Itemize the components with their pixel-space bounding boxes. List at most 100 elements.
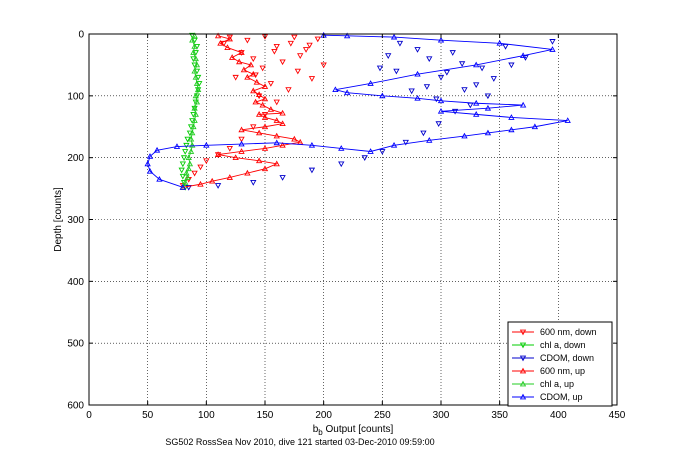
- data-point: [193, 80, 201, 86]
- data-point: [255, 111, 263, 117]
- data-point: [261, 114, 269, 120]
- data-point: [379, 92, 386, 99]
- data-point: [236, 58, 243, 65]
- data-point: [484, 93, 492, 100]
- x-tick-label: 100: [198, 410, 215, 421]
- data-point: [244, 169, 251, 176]
- data-point: [332, 86, 339, 93]
- data-point: [294, 68, 302, 75]
- y-tick-label: 0: [78, 30, 84, 41]
- data-point: [273, 139, 280, 146]
- data-point: [250, 124, 257, 131]
- data-point: [252, 72, 259, 79]
- data-point: [238, 49, 245, 55]
- data-point: [247, 61, 255, 68]
- data-point: [297, 53, 304, 59]
- legend-marker: [519, 367, 527, 374]
- data-point: [306, 42, 313, 49]
- data-point: [191, 104, 198, 111]
- x-tick-label: 250: [374, 410, 391, 421]
- y-tick-label: 300: [67, 215, 84, 226]
- data-point: [197, 180, 204, 187]
- data-point: [508, 126, 515, 133]
- data-point: [214, 32, 222, 39]
- data-point: [214, 151, 222, 157]
- data-point: [183, 142, 190, 149]
- data-point: [191, 32, 198, 39]
- legend-label: CDOM, up: [540, 392, 583, 402]
- data-point: [508, 114, 515, 120]
- data-point: [184, 136, 191, 143]
- data-point: [226, 34, 233, 41]
- data-point: [508, 62, 515, 69]
- data-point: [189, 36, 196, 43]
- data-point: [194, 86, 202, 93]
- data-point: [189, 129, 196, 136]
- data-point: [390, 33, 398, 40]
- data-point: [232, 154, 239, 161]
- data-point: [214, 183, 222, 189]
- data-point: [250, 56, 257, 63]
- data-point: [564, 117, 571, 123]
- series-6: [144, 31, 571, 190]
- legend: 600 nm, down chl a, down CDOM, down 600 nm,…: [507, 321, 613, 407]
- legend-marker: [519, 342, 527, 349]
- data-point: [279, 59, 286, 66]
- data-point: [224, 44, 231, 50]
- data-point: [180, 155, 188, 161]
- data-point: [240, 66, 248, 73]
- data-point: [273, 99, 280, 106]
- data-point: [461, 87, 468, 93]
- x-tick-label: 400: [550, 410, 567, 421]
- y-tick-label: 400: [67, 277, 84, 288]
- x-tick-label: 300: [433, 410, 450, 421]
- data-point: [259, 101, 266, 108]
- data-point: [420, 130, 427, 137]
- legend-item: CDOM, down: [512, 353, 594, 363]
- legend-label: CDOM, down: [540, 353, 594, 363]
- data-point: [203, 158, 210, 165]
- data-point: [190, 123, 197, 130]
- data-point: [217, 39, 224, 46]
- data-point: [192, 55, 199, 62]
- data-point: [182, 149, 189, 155]
- data-point: [549, 46, 556, 52]
- x-axis-label-rest: Output [counts]: [323, 424, 394, 435]
- data-point: [191, 43, 198, 49]
- data-point: [191, 170, 198, 177]
- data-point: [261, 95, 269, 102]
- data-point: [191, 67, 198, 74]
- data-point: [238, 136, 245, 143]
- series-line: [182, 35, 302, 188]
- y-tick-label: 200: [67, 153, 84, 164]
- data-point: [473, 99, 480, 106]
- data-point: [279, 109, 286, 116]
- data-point: [238, 148, 245, 154]
- data-point: [435, 121, 442, 127]
- data-point: [192, 92, 199, 99]
- data-point: [255, 157, 263, 164]
- data-point: [437, 97, 445, 104]
- legend-item: chl a, down: [512, 340, 586, 350]
- data-point: [433, 96, 440, 103]
- data-point: [484, 104, 492, 111]
- data-point: [467, 102, 474, 109]
- data-point: [255, 91, 263, 97]
- data-point: [185, 154, 192, 161]
- data-point: [408, 88, 415, 95]
- data-point: [267, 81, 275, 87]
- data-point: [437, 36, 445, 43]
- data-point: [244, 73, 251, 80]
- data-point: [285, 87, 292, 93]
- data-point: [228, 54, 236, 60]
- data-point: [473, 61, 480, 68]
- data-point: [279, 141, 286, 148]
- data-point: [385, 53, 392, 59]
- data-point: [343, 89, 351, 96]
- data-point: [376, 65, 384, 72]
- data-point: [279, 175, 286, 181]
- data-point: [379, 149, 386, 155]
- data-point: [437, 107, 445, 114]
- data-point: [484, 129, 492, 136]
- data-point: [203, 141, 210, 148]
